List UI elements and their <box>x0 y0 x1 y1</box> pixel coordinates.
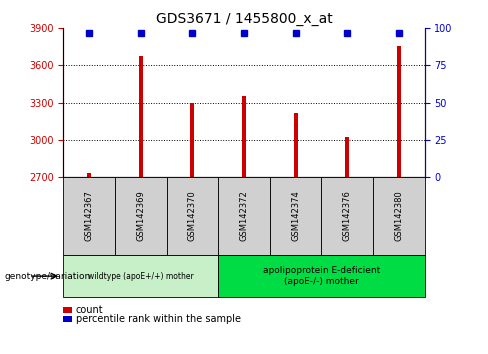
Text: GSM142380: GSM142380 <box>394 190 403 241</box>
Bar <box>218 177 270 255</box>
Text: GSM142370: GSM142370 <box>188 190 197 241</box>
Text: GSM142376: GSM142376 <box>343 190 352 241</box>
Bar <box>345 137 349 177</box>
Bar <box>397 46 401 177</box>
Bar <box>63 255 218 297</box>
Bar <box>242 96 246 177</box>
Text: wildtype (apoE+/+) mother: wildtype (apoE+/+) mother <box>88 272 194 281</box>
Text: GSM142367: GSM142367 <box>85 190 94 241</box>
Text: count: count <box>76 305 103 315</box>
Title: GDS3671 / 1455800_x_at: GDS3671 / 1455800_x_at <box>156 12 332 26</box>
Text: apolipoprotein E-deficient
(apoE-/-) mother: apolipoprotein E-deficient (apoE-/-) mot… <box>263 267 380 286</box>
Bar <box>322 177 373 255</box>
Text: GSM142372: GSM142372 <box>240 190 248 241</box>
Bar <box>270 177 322 255</box>
Bar <box>373 177 425 255</box>
Bar <box>139 56 143 177</box>
Bar <box>87 173 91 177</box>
Bar <box>115 177 166 255</box>
Bar <box>218 255 425 297</box>
Text: genotype/variation: genotype/variation <box>5 272 91 281</box>
Bar <box>63 177 115 255</box>
Bar <box>166 177 218 255</box>
Bar <box>190 103 195 177</box>
Text: percentile rank within the sample: percentile rank within the sample <box>76 314 241 324</box>
Text: GSM142369: GSM142369 <box>136 190 145 241</box>
Text: GSM142374: GSM142374 <box>291 190 300 241</box>
Bar <box>293 113 298 177</box>
